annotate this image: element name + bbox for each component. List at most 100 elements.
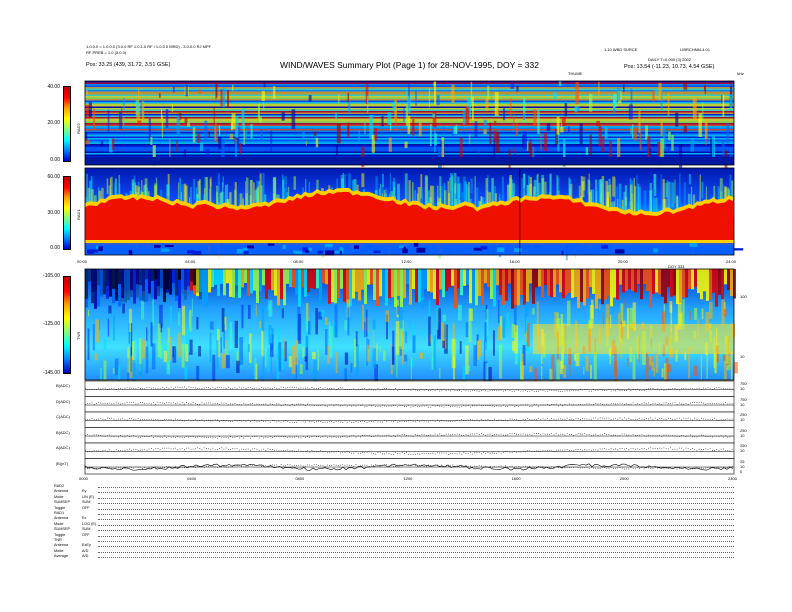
line-panel-dot bbox=[203, 436, 205, 438]
rad2-burst bbox=[662, 127, 666, 149]
rad1-streak bbox=[653, 173, 657, 197]
line-panel-dot bbox=[289, 386, 291, 388]
line-panel-dot bbox=[371, 464, 372, 466]
tnr-top-column bbox=[142, 269, 145, 292]
line-panel-dot bbox=[241, 420, 242, 422]
line-panel-dot bbox=[648, 418, 649, 420]
line-panel-dot bbox=[342, 387, 344, 389]
line-panel-dot bbox=[492, 452, 493, 454]
line-panel-dot bbox=[399, 453, 401, 455]
tnr-streak bbox=[325, 317, 328, 326]
line-panel-dot bbox=[375, 453, 377, 455]
line-panel-dot bbox=[142, 419, 143, 420]
line-panel-dot bbox=[454, 466, 456, 468]
line-panel-dot bbox=[373, 421, 374, 423]
rad2-burst bbox=[123, 98, 125, 110]
tnr-top-column bbox=[727, 269, 730, 291]
tnr-streak bbox=[701, 308, 704, 320]
tnr-dark-column bbox=[124, 269, 127, 303]
rad2-band bbox=[85, 147, 734, 149]
line-panel-dot bbox=[709, 403, 711, 404]
line-panel-dot bbox=[278, 403, 280, 405]
line-panel-dot bbox=[489, 433, 491, 435]
line-panel-dot bbox=[351, 435, 352, 437]
rad2-burst bbox=[510, 83, 515, 89]
rad2-burst bbox=[241, 108, 245, 130]
line-panel-dot bbox=[652, 419, 654, 421]
rad2-burst bbox=[513, 111, 515, 131]
tnr-top-column bbox=[403, 269, 406, 299]
line-panel-dot bbox=[419, 406, 421, 407]
line-panel-dot bbox=[300, 464, 302, 466]
line-panel-dot bbox=[421, 464, 423, 466]
line-panel-dot bbox=[146, 387, 148, 388]
tnr-top-column bbox=[511, 269, 514, 309]
line-panel-dot bbox=[419, 421, 421, 422]
line-panel-dot bbox=[681, 388, 682, 390]
line-panel-dot bbox=[307, 450, 308, 451]
line-panel-dot bbox=[481, 390, 482, 391]
line-panel-dot bbox=[203, 467, 205, 468]
tnr-top-column bbox=[550, 269, 553, 298]
line-panel-dot bbox=[289, 405, 291, 407]
tnr-streak bbox=[585, 355, 589, 372]
rad2-burst bbox=[85, 90, 89, 95]
line-panel-dot bbox=[85, 403, 86, 405]
line-panel-dot bbox=[283, 450, 284, 452]
tnr-top-column bbox=[382, 269, 385, 300]
line-panel-dot bbox=[195, 436, 196, 438]
rad1-speck bbox=[234, 245, 237, 249]
line-panel-dot bbox=[571, 389, 572, 391]
line-panel-dot bbox=[135, 388, 137, 390]
line-panel-dot bbox=[91, 402, 93, 404]
tnr-top-column bbox=[283, 269, 286, 306]
tnr-top-column bbox=[532, 269, 535, 304]
line-panel-dot bbox=[602, 467, 603, 468]
line-panel-dot bbox=[142, 449, 143, 451]
rad2-burst bbox=[503, 108, 506, 121]
tnr-streak bbox=[181, 343, 185, 368]
tnr-top-column bbox=[640, 269, 643, 300]
line-panel-dot bbox=[384, 453, 385, 455]
line-panel-dot bbox=[569, 403, 570, 405]
rad2-band bbox=[85, 133, 734, 135]
line-panel-dot bbox=[522, 390, 524, 392]
line-panel-dot bbox=[87, 451, 88, 453]
line-panel-dot bbox=[465, 434, 467, 435]
rad1-streak bbox=[618, 183, 622, 228]
tnr-top-column bbox=[136, 269, 139, 284]
line-panel-dot bbox=[388, 420, 390, 422]
line-panel-dot bbox=[146, 449, 148, 451]
rad2-burst bbox=[698, 113, 702, 137]
rad1-streak bbox=[537, 173, 539, 211]
line-panel-dot bbox=[113, 450, 115, 452]
rad1-streak bbox=[293, 176, 297, 190]
line-panel-dot bbox=[252, 388, 253, 389]
line-panel-dot bbox=[558, 418, 559, 420]
line-panel-dot bbox=[637, 448, 638, 450]
tnr-streak bbox=[209, 321, 214, 330]
line-panel-dot bbox=[428, 435, 429, 436]
rad2-burst bbox=[136, 102, 139, 113]
tnr-top-column bbox=[259, 269, 262, 292]
line-panel-dot bbox=[406, 421, 407, 422]
tnr-top-column bbox=[589, 269, 592, 288]
rad1-speck bbox=[413, 243, 419, 247]
tnr-streak bbox=[442, 340, 445, 349]
tnr-top-column bbox=[514, 269, 517, 308]
line-panel-dot bbox=[564, 467, 566, 469]
tnr-dark-column bbox=[193, 269, 196, 286]
rad2-burst bbox=[546, 123, 551, 131]
tnr-streak bbox=[196, 317, 199, 330]
tnr-streak bbox=[189, 309, 192, 332]
rad2-low-band bbox=[85, 157, 734, 165]
line-panel-dot bbox=[256, 387, 258, 389]
line-panel-dot bbox=[131, 467, 132, 469]
line-panel-dot bbox=[430, 434, 432, 436]
rad2-burst bbox=[142, 101, 145, 121]
line-panel-dot bbox=[221, 437, 223, 439]
line-panel-dot bbox=[269, 464, 271, 466]
line-panel-dot bbox=[650, 447, 652, 449]
line-panel-dot bbox=[450, 465, 451, 467]
line-panel-dot bbox=[687, 417, 689, 419]
